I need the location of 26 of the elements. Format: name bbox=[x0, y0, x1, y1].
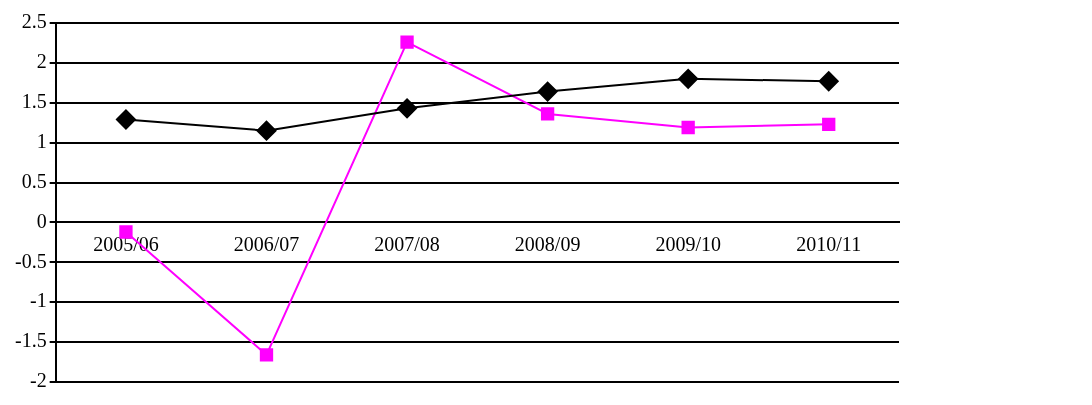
x-tick-label: 2009/10 bbox=[655, 232, 721, 255]
y-tick-label: -2 bbox=[29, 369, 47, 392]
point bbox=[540, 107, 555, 121]
x-tick-label: 2006/07 bbox=[233, 232, 300, 255]
y-tick-label: 0 bbox=[36, 209, 47, 232]
y-tick-label: 2.5 bbox=[21, 10, 47, 33]
point bbox=[400, 35, 414, 49]
y-tick-label: 0.5 bbox=[21, 169, 47, 192]
point bbox=[537, 81, 558, 102]
y-tick-label: -1.5 bbox=[14, 329, 47, 352]
point bbox=[256, 120, 277, 141]
x-tick-label: 2008/09 bbox=[514, 232, 581, 255]
point bbox=[681, 120, 695, 135]
y-tick-label: -1 bbox=[29, 289, 47, 312]
point bbox=[818, 71, 839, 92]
point bbox=[397, 98, 418, 119]
y-tick-label: 1 bbox=[36, 129, 47, 152]
y-tick-label: 1.5 bbox=[21, 90, 47, 113]
point bbox=[115, 109, 136, 130]
point bbox=[678, 68, 699, 89]
x-tick-label: 2007/08 bbox=[374, 232, 440, 255]
x-tick-label: 2010/11 bbox=[796, 232, 862, 255]
point bbox=[259, 348, 274, 362]
y-tick-label: -0.5 bbox=[14, 249, 47, 272]
point bbox=[822, 117, 836, 131]
y-tick-label: 2 bbox=[36, 50, 47, 73]
